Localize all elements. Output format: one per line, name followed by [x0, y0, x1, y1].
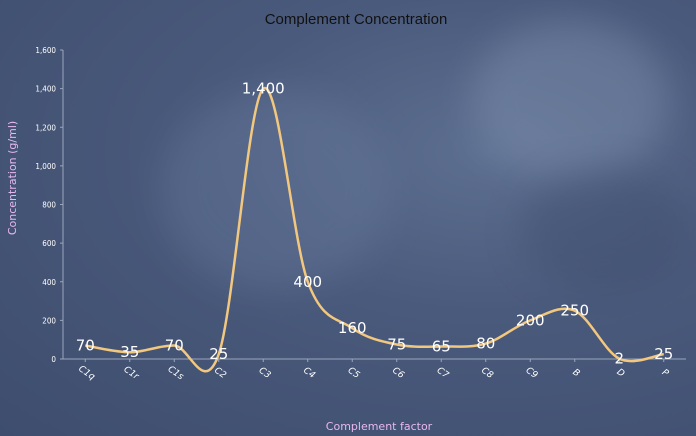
background-blob [160, 90, 390, 290]
chart-title: Complement Concentration [265, 11, 448, 28]
background-blob [520, 170, 690, 290]
x-axis: C1q C1r C1s C2 C3 C4 C5 C6 C7 C8 C9 B D P [63, 358, 686, 383]
x-tick-label: C4 [301, 366, 317, 381]
x-tick-label: C9 [524, 366, 540, 381]
series-line [85, 87, 664, 373]
y-tick-label: 1,400 [35, 85, 56, 94]
data-label: 35 [120, 343, 139, 361]
x-tick-label: C6 [390, 366, 406, 381]
data-label: 250 [560, 302, 589, 320]
data-label: 200 [516, 311, 545, 329]
data-label: 70 [165, 336, 184, 354]
y-tick-label: 0 [51, 355, 56, 364]
data-label: 75 [387, 336, 406, 354]
y-tick-label: 1,200 [35, 123, 56, 132]
x-tick-label: C2 [212, 366, 228, 381]
data-label: 65 [432, 337, 451, 355]
data-label: 80 [476, 335, 495, 353]
y-axis-title: Concentration (g/ml) [6, 121, 19, 235]
x-tick-label: C8 [479, 366, 495, 381]
data-label: 70 [76, 336, 95, 354]
series-line-group [85, 87, 664, 373]
y-tick-label: 200 [42, 316, 56, 325]
data-label: 2 [614, 350, 624, 368]
x-tick-label: C1s [166, 364, 186, 382]
x-tick-label: B [570, 367, 581, 379]
data-label: 1,400 [242, 80, 285, 98]
x-tick-label: C5 [346, 366, 362, 381]
x-tick-label: C1r [122, 365, 142, 383]
data-label: 400 [293, 273, 322, 291]
x-tick-label: P [660, 368, 671, 380]
x-tick-label: C1q [76, 364, 96, 383]
data-label-group: 70 35 70 25 1,400 400 160 75 65 80 200 250 2 25 [76, 80, 674, 368]
data-label: 25 [209, 345, 228, 363]
y-axis: 0 200 400 600 800 1,000 1,200 1,400 1,600 [35, 46, 64, 364]
x-tick-label: D [615, 367, 626, 379]
y-tick-label: 1,600 [35, 46, 56, 55]
y-tick-label: 600 [42, 239, 56, 248]
data-label: 25 [654, 345, 673, 363]
y-tick-label: 1,000 [35, 162, 56, 171]
x-axis-title: Complement factor [326, 420, 433, 433]
y-tick-label: 800 [42, 201, 56, 210]
x-tick-label: C7 [435, 366, 451, 381]
y-tick-label: 400 [42, 278, 56, 287]
x-tick-label: C3 [257, 366, 273, 381]
background-blob [470, 20, 670, 180]
data-label: 160 [338, 319, 367, 337]
